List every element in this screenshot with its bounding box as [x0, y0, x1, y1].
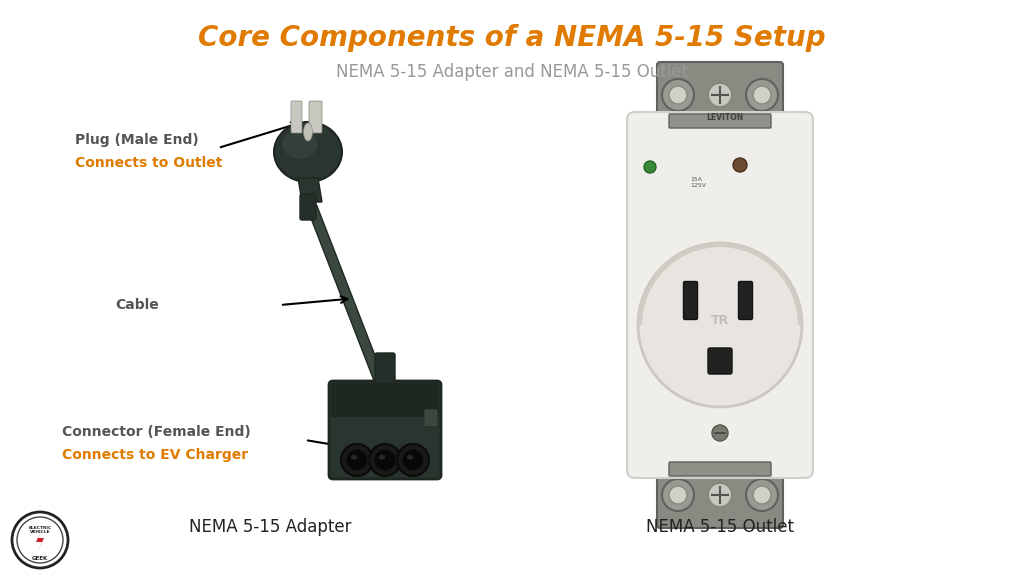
- FancyBboxPatch shape: [291, 101, 302, 133]
- Circle shape: [12, 512, 68, 568]
- FancyBboxPatch shape: [329, 381, 441, 479]
- FancyBboxPatch shape: [424, 409, 438, 427]
- Polygon shape: [36, 524, 44, 556]
- Text: NEMA 5-15 Adapter: NEMA 5-15 Adapter: [188, 518, 351, 536]
- Text: Connector (Female End): Connector (Female End): [62, 425, 251, 439]
- Text: NEMA 5-15 Adapter and NEMA 5-15 Outlet: NEMA 5-15 Adapter and NEMA 5-15 Outlet: [336, 63, 688, 81]
- Text: Core Components of a NEMA 5-15 Setup: Core Components of a NEMA 5-15 Setup: [199, 24, 825, 52]
- Circle shape: [746, 479, 778, 511]
- FancyBboxPatch shape: [657, 62, 783, 128]
- Circle shape: [402, 449, 424, 471]
- FancyBboxPatch shape: [375, 353, 395, 387]
- Circle shape: [669, 486, 687, 504]
- Ellipse shape: [407, 454, 413, 460]
- Text: Cable: Cable: [115, 298, 159, 312]
- Text: 15A
125V: 15A 125V: [690, 177, 706, 188]
- Circle shape: [712, 425, 728, 441]
- Circle shape: [746, 79, 778, 111]
- Text: Connects to EV Charger: Connects to EV Charger: [62, 448, 248, 462]
- Circle shape: [662, 479, 694, 511]
- Ellipse shape: [283, 129, 317, 159]
- FancyBboxPatch shape: [657, 462, 783, 528]
- Text: NEMA 5-15 Outlet: NEMA 5-15 Outlet: [646, 518, 794, 536]
- Circle shape: [638, 243, 802, 407]
- Circle shape: [17, 517, 63, 563]
- Text: LEVITON: LEVITON: [707, 112, 743, 122]
- FancyBboxPatch shape: [669, 114, 771, 128]
- Circle shape: [669, 86, 687, 104]
- FancyBboxPatch shape: [331, 383, 439, 417]
- Text: Connects to Outlet: Connects to Outlet: [75, 156, 222, 170]
- Circle shape: [341, 444, 373, 476]
- Circle shape: [708, 483, 732, 507]
- Ellipse shape: [303, 123, 312, 141]
- Text: GEEK: GEEK: [32, 556, 48, 562]
- Text: Plug (Male End): Plug (Male End): [75, 133, 199, 147]
- Circle shape: [708, 83, 732, 107]
- Text: TR: TR: [711, 313, 729, 327]
- Circle shape: [369, 444, 401, 476]
- FancyBboxPatch shape: [652, 130, 788, 185]
- Circle shape: [753, 486, 771, 504]
- Circle shape: [346, 449, 368, 471]
- Polygon shape: [298, 178, 322, 202]
- Circle shape: [662, 79, 694, 111]
- FancyBboxPatch shape: [627, 112, 813, 478]
- Ellipse shape: [351, 454, 357, 460]
- FancyBboxPatch shape: [309, 101, 322, 133]
- Ellipse shape: [379, 454, 385, 460]
- Circle shape: [644, 161, 656, 173]
- FancyBboxPatch shape: [669, 462, 771, 476]
- Circle shape: [733, 158, 746, 172]
- FancyBboxPatch shape: [708, 348, 732, 374]
- Text: ELECTRIC
VEHICLE: ELECTRIC VEHICLE: [29, 526, 51, 534]
- Circle shape: [397, 444, 429, 476]
- FancyBboxPatch shape: [300, 194, 316, 220]
- FancyBboxPatch shape: [683, 282, 697, 320]
- Polygon shape: [307, 205, 388, 392]
- FancyBboxPatch shape: [738, 282, 753, 320]
- Circle shape: [374, 449, 396, 471]
- Circle shape: [753, 86, 771, 104]
- Ellipse shape: [274, 122, 342, 182]
